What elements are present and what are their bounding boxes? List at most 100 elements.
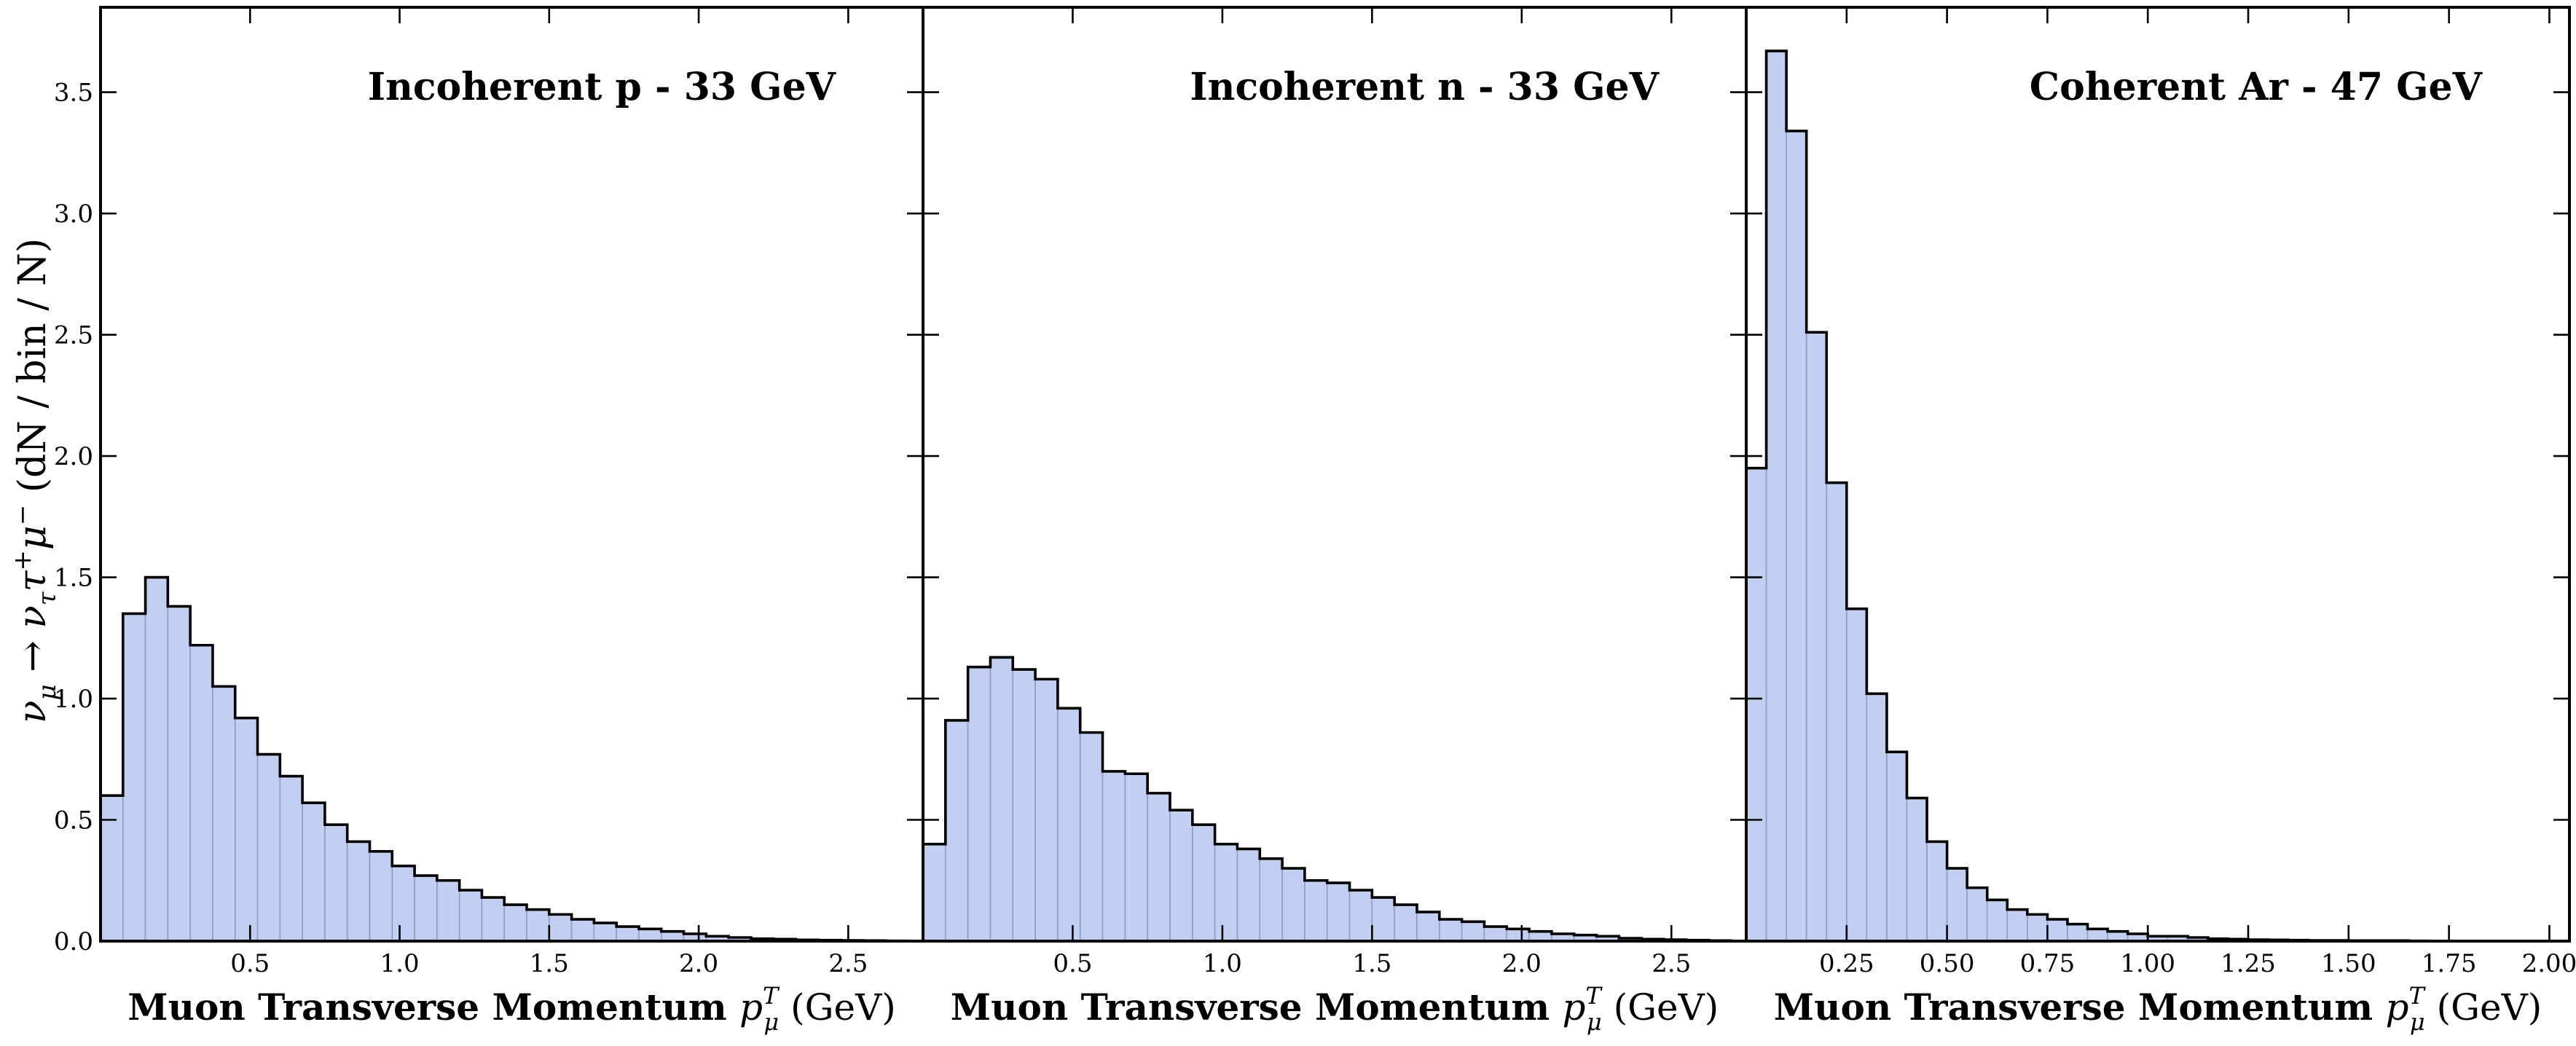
histogram-bar xyxy=(1281,868,1305,942)
histogram-bar xyxy=(1805,331,1828,942)
histogram-bar xyxy=(1846,608,1868,942)
y-tick-label: 1.5 xyxy=(54,564,93,593)
x-tick-label: 1.0 xyxy=(380,949,420,978)
histogram-bar xyxy=(2027,913,2049,942)
x-label-sup: T xyxy=(763,982,780,1010)
histogram-bar xyxy=(945,720,969,942)
histogram-bar xyxy=(1886,751,1908,942)
x-label-unit: (GeV) xyxy=(2425,986,2542,1029)
x-label-sub: μ xyxy=(2410,1008,2425,1036)
histogram-bar xyxy=(526,908,550,942)
histogram-bar xyxy=(1906,797,1928,942)
x-label-text: Muon Transverse Momentum xyxy=(951,986,1563,1029)
y-label-arrow-nu: → ν xyxy=(11,605,55,684)
histogram-bar xyxy=(1506,928,1530,942)
histogram-bar xyxy=(1926,841,1948,942)
y-tick-label: 3.5 xyxy=(54,79,93,108)
histogram-bar xyxy=(922,844,946,942)
histogram-bar xyxy=(234,717,259,942)
x-tick-label: 1.50 xyxy=(2321,949,2376,978)
histogram-bar xyxy=(1169,809,1193,942)
histogram-bar xyxy=(1746,467,1767,942)
histogram-bar xyxy=(324,824,348,942)
histogram-bar xyxy=(1079,731,1104,942)
histogram-bar xyxy=(391,865,415,942)
x-label-text: Muon Transverse Momentum xyxy=(1774,986,2386,1029)
x-tick-label: 1.0 xyxy=(1203,949,1242,978)
histogram-bar xyxy=(1259,857,1283,942)
x-label-sup: T xyxy=(1586,982,1603,1010)
histogram-bar xyxy=(1214,844,1238,942)
histogram-bar xyxy=(1826,481,1847,942)
x-tick-label: 2.5 xyxy=(1652,949,1691,978)
panel-title: Coherent Ar - 47 GeV xyxy=(2030,65,2483,109)
histogram-bar xyxy=(1124,773,1148,942)
histogram-panels: 0.0 0.5 1.0 1.5 2.0 2.5 3.0 3.5 0.5 1.0 1.5 2.0 2.5 I… xyxy=(54,6,2576,1036)
histogram-bar xyxy=(1304,879,1328,942)
panel-title: Incoherent p - 33 GeV xyxy=(368,65,837,109)
x-axis-label: Muon Transverse Momentum pT μ (GeV) xyxy=(1774,982,2542,1036)
histogram-bar xyxy=(549,913,573,942)
histogram-bar xyxy=(302,802,326,942)
x-axis-label: Muon Transverse Momentum pT μ (GeV) xyxy=(951,982,1719,1036)
x-tick-label: 0.5 xyxy=(1053,949,1092,978)
histogram-bar xyxy=(570,919,595,942)
x-tick-label: 0.50 xyxy=(1920,949,1975,978)
y-tick-label: 2.5 xyxy=(54,321,93,350)
x-label-p: p xyxy=(2386,986,2409,1029)
x-tick-label: 2.0 xyxy=(1502,949,1542,978)
histogram-bar xyxy=(1966,886,1988,942)
y-tick-label: 1.0 xyxy=(54,685,93,714)
histogram-bar xyxy=(1057,707,1081,942)
histogram-bar xyxy=(1946,868,1968,942)
y-tick-label: 0.5 xyxy=(54,806,93,835)
x-tick-label: 0.5 xyxy=(230,949,270,978)
x-label-unit: (GeV) xyxy=(1602,986,1719,1029)
x-tick-label: 2.00 xyxy=(2522,949,2576,978)
y-label-unit: (dN / bin / N) xyxy=(11,238,55,505)
x-tick-label: 1.00 xyxy=(2120,949,2175,978)
histogram-bar xyxy=(1147,793,1171,942)
y-label-tau: τ xyxy=(11,570,55,591)
histogram-bar xyxy=(1236,848,1261,942)
histogram-bar xyxy=(1765,50,1787,942)
histogram-bar xyxy=(1034,678,1059,942)
histogram-bar xyxy=(1348,889,1373,942)
y-label-tau-sup: + xyxy=(8,550,37,571)
x-label-p: p xyxy=(739,986,763,1029)
x-label-p: p xyxy=(1563,986,1586,1029)
x-label-sup: T xyxy=(2409,982,2427,1010)
panel-1: 0.0 0.5 1.0 1.5 2.0 2.5 3.0 3.5 0.5 1.0 1.5 2.0 2.5 I… xyxy=(54,6,924,1036)
histogram-bar xyxy=(167,605,191,942)
x-label-sub: μ xyxy=(763,1008,779,1036)
histogram-bar xyxy=(256,753,281,942)
y-tick-label: 3.0 xyxy=(54,200,93,229)
histogram-bar xyxy=(1371,897,1395,942)
histogram-bar xyxy=(481,897,506,942)
x-axis-label: Muon Transverse Momentum pT μ (GeV) xyxy=(127,982,895,1036)
histogram-bar xyxy=(967,666,991,942)
y-tick-label: 0.0 xyxy=(54,927,93,956)
histogram-outline xyxy=(99,575,910,943)
histogram-bar xyxy=(1986,899,2008,942)
y-label-mu-sup: − xyxy=(8,505,37,526)
x-tick-label: 1.5 xyxy=(1352,949,1391,978)
histogram-bar xyxy=(638,928,662,942)
y-axis-label: νμ → νττ+μ− (dN / bin / N) xyxy=(8,238,62,723)
histogram-bar xyxy=(503,904,527,942)
x-label-sub: μ xyxy=(1587,1008,1602,1036)
histogram-bar xyxy=(414,875,438,942)
panel-frame xyxy=(1745,6,2571,943)
x-label-unit: (GeV) xyxy=(779,986,896,1029)
panel-2: 0.5 1.0 1.5 2.0 2.5 Incoherent n - 33 GeV Muon… xyxy=(922,6,1748,1036)
histogram-bar xyxy=(1012,669,1036,942)
histogram-bar xyxy=(189,644,213,942)
histogram-bar xyxy=(2046,919,2068,942)
y-label-mu-sub: μ xyxy=(33,684,62,700)
histogram-bar xyxy=(279,775,303,942)
x-tick-label: 0.75 xyxy=(2020,949,2076,978)
histogram-bar xyxy=(1326,882,1351,942)
histogram-bar xyxy=(1416,911,1440,942)
y-label-tau-sub: τ xyxy=(33,591,62,605)
